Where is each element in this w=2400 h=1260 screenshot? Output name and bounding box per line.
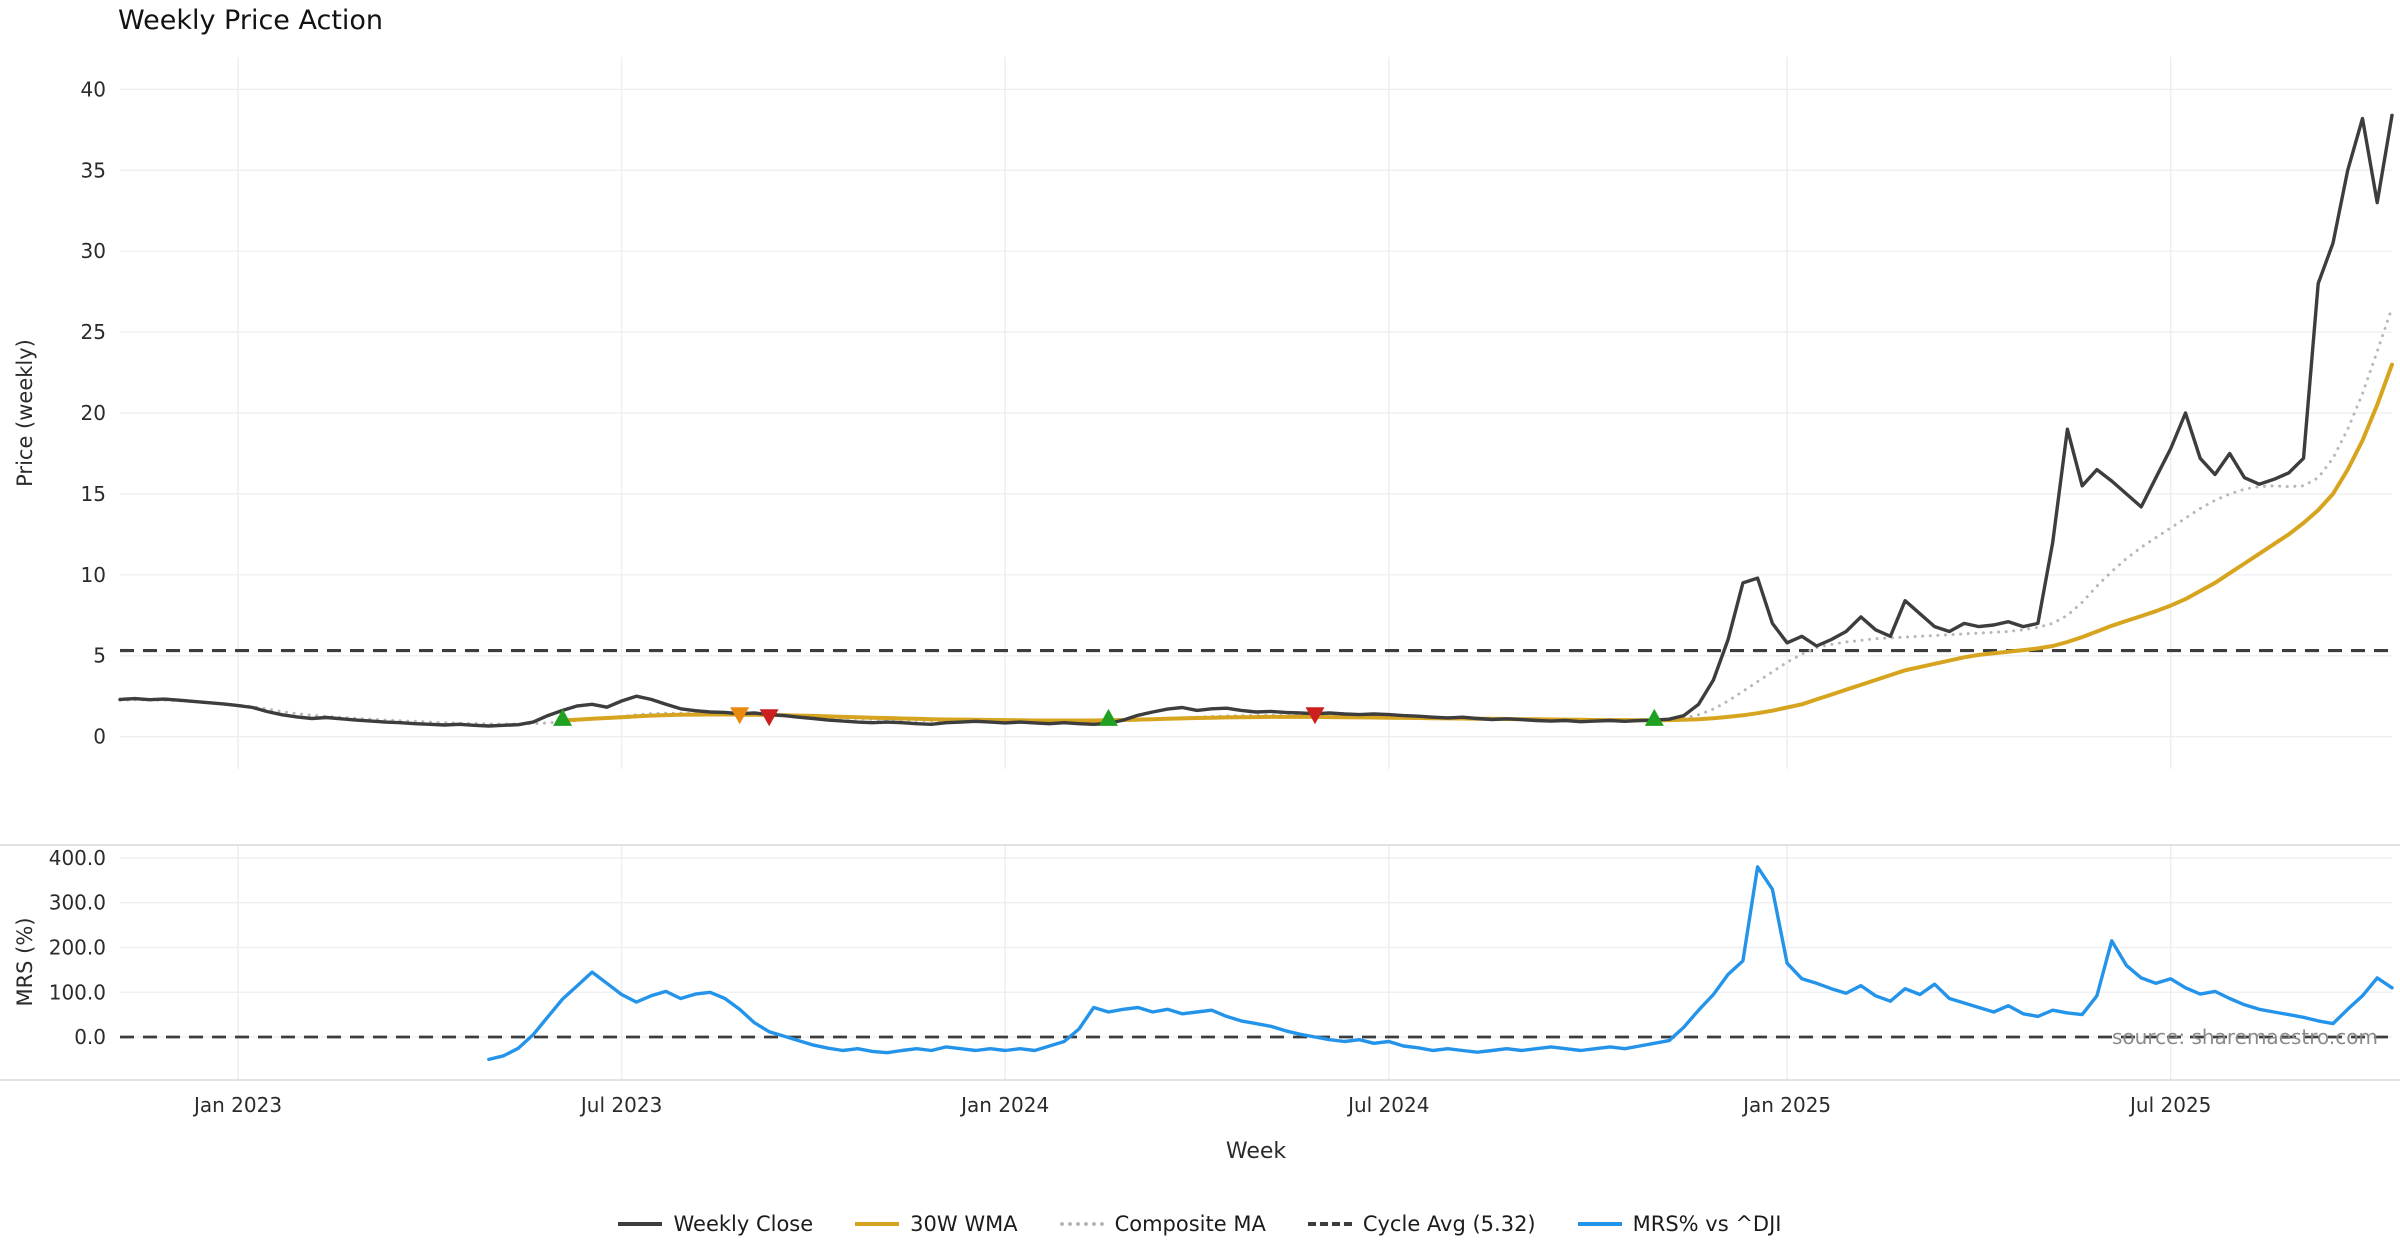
buy-signal-marker (1098, 708, 1118, 726)
x-tick-label: Jul 2025 (2128, 1093, 2211, 1117)
x-tick-label: Jul 2023 (579, 1093, 662, 1117)
legend-label-cycle-avg: Cycle Avg (5.32) (1362, 1212, 1536, 1236)
buy-signal-marker (553, 708, 573, 726)
price-ytick-label: 35 (81, 158, 106, 182)
price-ytick-label: 10 (81, 563, 106, 587)
legend-item-cycle-avg: Cycle Avg (5.32) (1307, 1212, 1536, 1236)
price-ytick-label: 15 (81, 482, 106, 506)
buy-signal-marker (1644, 708, 1664, 726)
chart-canvas: 05101520253035400.0100.0200.0300.0400.0J… (0, 57, 2400, 1164)
legend-label-30w-wma: 30W WMA (910, 1212, 1018, 1236)
legend-item-30w-wma: 30W WMA (855, 1212, 1018, 1236)
mrs-ytick-label: 400.0 (49, 846, 106, 870)
legend-item-weekly-close: Weekly Close (618, 1212, 813, 1236)
price-ytick-label: 40 (81, 77, 106, 101)
mrs-ytick-label: 100.0 (49, 980, 106, 1004)
price-ytick-label: 25 (81, 320, 106, 344)
x-tick-label: Jan 2025 (1741, 1093, 1831, 1117)
mrs-ytick-label: 200.0 (49, 936, 106, 960)
x-tick-label: Jan 2023 (192, 1093, 282, 1117)
series-mrs-vs-dji (487, 865, 2394, 1062)
x-axis-label: Week (1226, 1139, 1287, 1164)
legend-item-mrs: MRS% vs ^DJI (1577, 1212, 1782, 1236)
price-axis-label: Price (weekly) (13, 339, 37, 487)
legend-label-mrs: MRS% vs ^DJI (1632, 1212, 1782, 1236)
legend-swatch-30w-wma (855, 1222, 900, 1226)
chart-title: Weekly Price Action (118, 5, 384, 36)
x-tick-label: Jul 2024 (1346, 1093, 1429, 1117)
legend-item-composite-ma: Composite MA (1059, 1212, 1266, 1236)
sell-signal-marker (1305, 707, 1325, 725)
mrs-ytick-label: 0.0 (74, 1025, 106, 1049)
legend-swatch-cycle-avg (1307, 1222, 1352, 1226)
mrs-ytick-label: 300.0 (49, 891, 106, 915)
source-watermark: source: sharemaestro.com (2112, 1025, 2378, 1049)
series-weekly-close (118, 113, 2394, 728)
legend-label-weekly-close: Weekly Close (673, 1212, 814, 1236)
price-ytick-label: 20 (81, 401, 106, 425)
price-ytick-label: 5 (93, 644, 106, 668)
price-ytick-label: 30 (81, 239, 106, 263)
mrs-axis-label: MRS (%) (13, 917, 37, 1006)
chart-legend: Weekly Close 30W WMA Composite MA Cycle … (0, 1212, 2400, 1236)
legend-swatch-weekly-close (618, 1222, 663, 1226)
x-tick-label: Jan 2024 (959, 1093, 1049, 1117)
price-ytick-label: 0 (93, 725, 106, 749)
legend-swatch-composite-ma (1059, 1222, 1104, 1226)
series-composite-ma (118, 306, 2394, 726)
sell-signal-marker (730, 707, 750, 725)
series-30w-wma (560, 362, 2394, 723)
legend-label-composite-ma: Composite MA (1114, 1212, 1266, 1236)
legend-swatch-mrs (1577, 1222, 1622, 1226)
sell-signal-marker (759, 709, 779, 727)
